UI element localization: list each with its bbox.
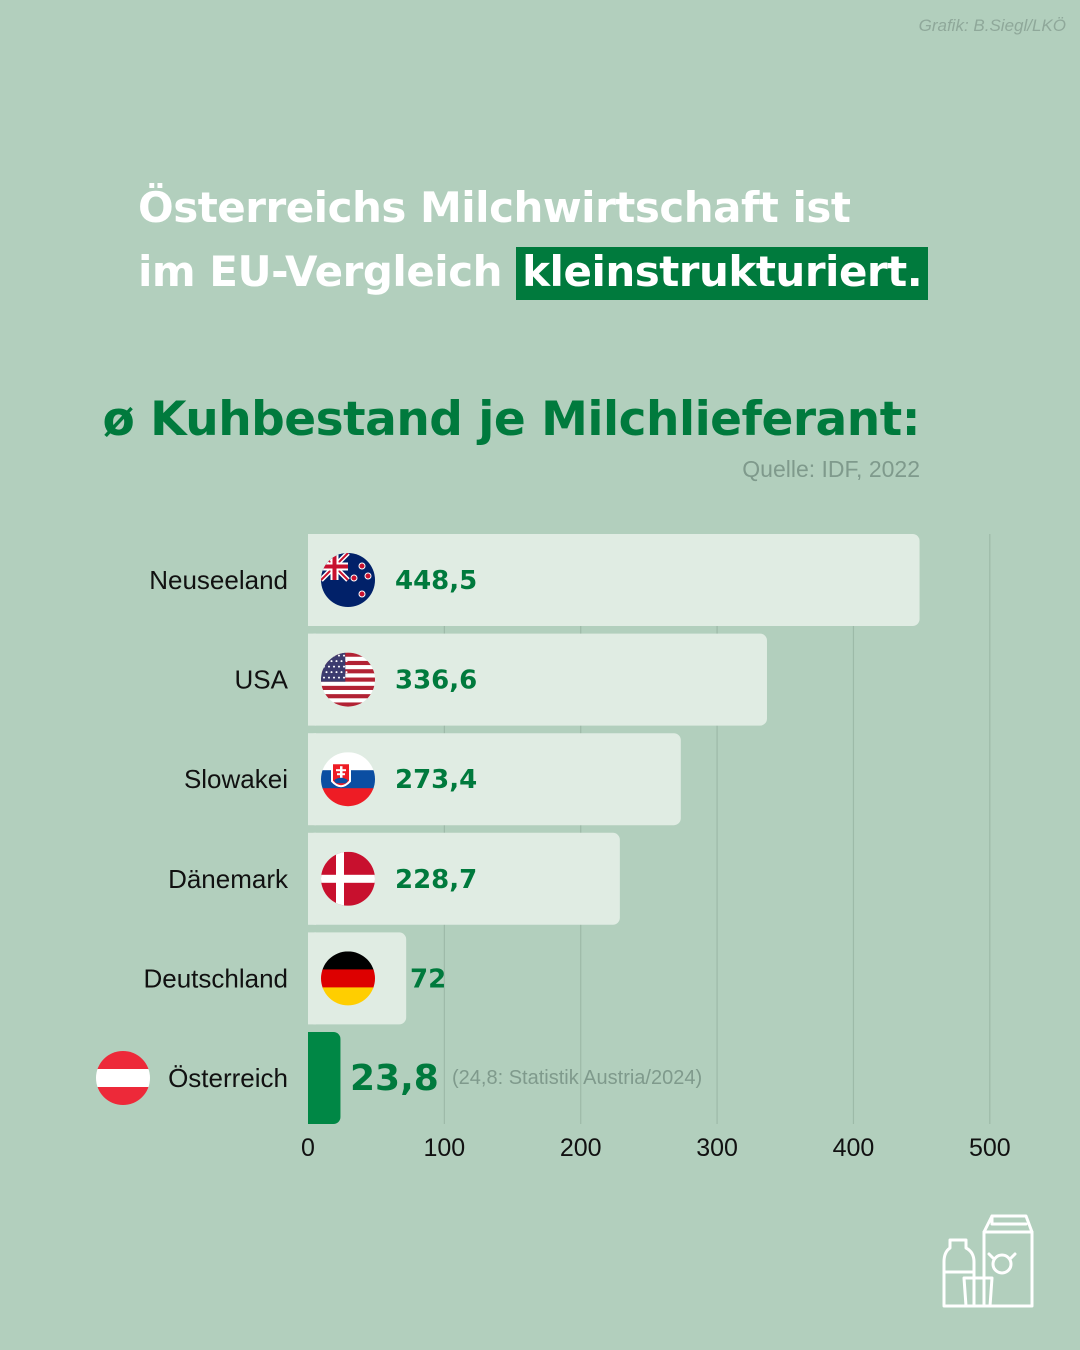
headline: Österreichs Milchwirtschaft ist im EU-Ve… [138,176,929,304]
value-label: 23,8 [350,1058,439,1099]
headline-highlight: kleinstrukturiert. [516,247,929,300]
chart-title: ø Kuhbestand je Milchlieferant: [102,392,920,447]
value-label: 228,7 [395,865,477,895]
grid-lines [443,534,991,1124]
annotation: (24,8: Statistik Austria/2024) [452,1067,702,1089]
bar-5 [308,1032,341,1124]
x-tick-label: 200 [560,1134,602,1162]
category-label: Dänemark [168,864,289,894]
headline-line-2: im EU-Vergleich kleinstrukturiert. [138,240,929,304]
category-label: Deutschland [143,963,288,993]
headline-line-1: Österreichs Milchwirtschaft ist [138,183,851,232]
bar-1 [308,633,767,726]
value-label: 273,4 [395,765,477,795]
bar-edge [308,932,316,1025]
x-tick-label: 300 [696,1134,738,1162]
x-axis: 0 100 200 300 400 500 [301,1134,1011,1162]
bar-2 [308,733,681,826]
credit: Grafik: B.Siegl/LKÖ [918,16,1066,35]
bar-edge [308,534,316,626]
x-tick-label: 0 [301,1134,315,1162]
labels: Neuseeland 448,5 USA 336,6 Slowakei 273,4 Däne… [96,553,702,1105]
category-label: Slowakei [184,764,288,794]
category-label: USA [235,665,289,695]
category-label: Österreich [168,1063,288,1093]
value-label: 336,6 [395,666,477,696]
x-tick-label: 400 [833,1134,875,1162]
bar-3 [308,832,620,925]
bars [308,534,920,1124]
denmark-flag [321,851,375,906]
austria-flag [96,1051,150,1105]
usa-flag [321,652,375,707]
category-label: Neuseeland [149,565,288,595]
bar-edge [308,832,316,925]
milk-products-icon [942,1214,1034,1308]
value-label: 72 [410,964,446,994]
bar-edge [308,633,316,726]
slovakia-flag [321,752,375,807]
chart-source: Quelle: IDF, 2022 [742,456,920,482]
value-label: 448,5 [395,566,477,596]
headline-prefix: im EU-Vergleich [138,247,517,296]
bar-0 [308,534,920,626]
new-zealand-flag [321,553,375,607]
x-tick-label: 100 [424,1134,466,1162]
bar-edge [308,733,316,826]
germany-flag [321,951,375,1006]
bar-edge [308,1032,316,1124]
x-tick-label: 500 [969,1134,1011,1162]
